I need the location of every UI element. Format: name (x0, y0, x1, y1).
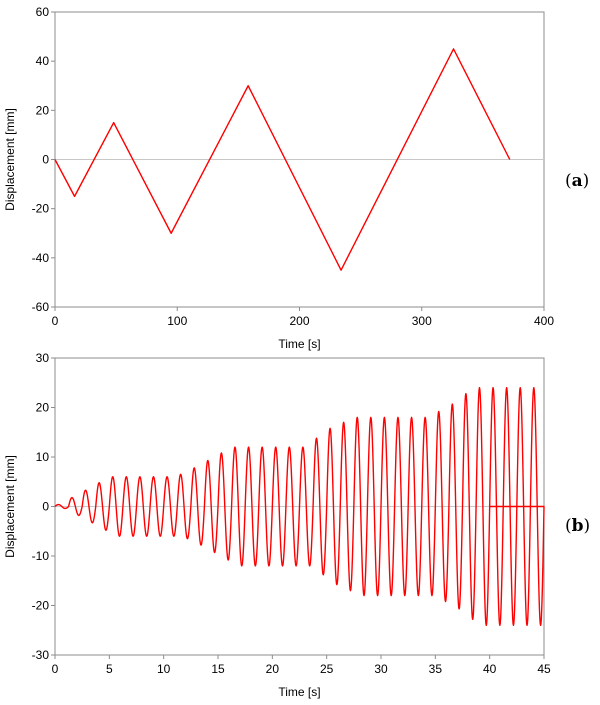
x-tick-label-b: 45 (537, 662, 551, 676)
x-tick-label-b: 40 (483, 662, 497, 676)
y-axis-a: 60 40 20 0 -20 -40 -60 (32, 5, 55, 314)
y-tick-label-a: 0 (42, 153, 49, 167)
y-tick-label-a: -40 (32, 251, 50, 265)
panel-label-b: (b) (565, 516, 590, 536)
panel-label-a: (a) (565, 171, 589, 191)
y-tick-label-b: -20 (32, 599, 50, 613)
panel-label-close-b: ) (584, 516, 591, 536)
x-tick-label-a: 300 (412, 314, 432, 328)
panel-label-open-b: ( (565, 516, 572, 536)
x-tick-label-b: 20 (266, 662, 280, 676)
y-tick-label-a: -60 (32, 300, 50, 314)
y-tick-label-b: 10 (36, 450, 50, 464)
y-tick-label-a: 20 (36, 103, 50, 117)
panel-label-open-a: ( (565, 171, 572, 191)
displacement-line-b (54, 387, 545, 626)
x-tick-label-b: 5 (106, 662, 113, 676)
y-tick-label-b: 20 (36, 401, 50, 415)
x-tick-label-b: 25 (320, 662, 334, 676)
panel-label-letter-a: a (572, 171, 583, 191)
x-tick-label-a: 0 (52, 314, 59, 328)
x-tick-label-b: 35 (429, 662, 443, 676)
x-tick-label-a: 400 (534, 314, 554, 328)
y-tick-label-b: -10 (32, 549, 50, 563)
x-axis-a: 0 100 200 300 400 (52, 307, 554, 328)
x-tick-label-b: 0 (52, 662, 59, 676)
panel-label-letter-b: b (572, 516, 584, 536)
chart-panel-b: 30 20 10 0 -10 -20 -30 0 5 10 15 20 25 30 35 40 45 Time… (3, 351, 590, 699)
y-tick-label-b: 0 (42, 500, 49, 514)
x-tick-label-b: 10 (157, 662, 171, 676)
x-tick-label-b: 15 (211, 662, 225, 676)
x-tick-label-a: 100 (167, 314, 187, 328)
y-axis-b: 30 20 10 0 -10 -20 -30 (32, 351, 55, 662)
x-axis-title-a: Time [s] (278, 337, 320, 351)
y-tick-label-b: -30 (32, 648, 50, 662)
y-axis-title-b: Displacement [mm] (3, 455, 17, 558)
x-tick-label-a: 200 (289, 314, 309, 328)
x-tick-label-b: 30 (374, 662, 388, 676)
y-axis-title-a: Displacement [mm] (3, 108, 17, 211)
displacement-line-a (54, 48, 511, 271)
y-tick-label-a: -20 (32, 202, 50, 216)
y-tick-label-a: 40 (36, 54, 50, 68)
panel-label-close-a: ) (583, 171, 590, 191)
x-axis-title-b: Time [s] (278, 685, 320, 699)
x-axis-b: 0 5 10 15 20 25 30 35 40 45 (52, 655, 551, 676)
y-tick-label-a: 60 (36, 5, 50, 19)
y-tick-label-b: 30 (36, 351, 50, 365)
